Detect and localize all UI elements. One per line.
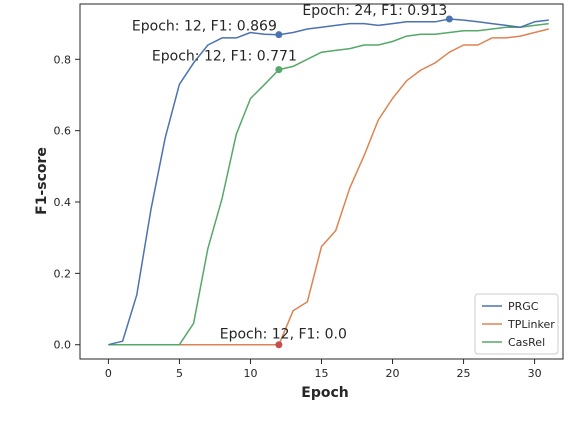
legend: PRGC TPLinker CasRel bbox=[474, 293, 559, 355]
x-axis: 0 5 10 15 20 25 30 bbox=[105, 359, 542, 380]
series-line-casrel bbox=[108, 22, 549, 346]
legend-label: PRGC bbox=[508, 300, 539, 313]
y-axis: 0.0 0.2 0.4 0.6 0.8 bbox=[54, 53, 80, 352]
annotation-label: Epoch: 12, F1: 0.771 bbox=[152, 49, 297, 65]
x-tick-label: 30 bbox=[528, 367, 542, 380]
x-tick-label: 5 bbox=[176, 367, 183, 380]
series-lines bbox=[108, 18, 549, 346]
annotation-label: Epoch: 24, F1: 0.913 bbox=[302, 3, 447, 19]
x-tick-label: 25 bbox=[457, 367, 471, 380]
annotation-markers bbox=[275, 15, 453, 349]
y-axis-title: F1-score bbox=[34, 147, 50, 215]
y-tick-label: 0.8 bbox=[54, 53, 72, 66]
annotations: Epoch: 12, F1: 0.869 Epoch: 24, F1: 0.913… bbox=[132, 3, 447, 343]
y-tick-label: 0.0 bbox=[54, 339, 72, 352]
annotation-label: Epoch: 12, F1: 0.869 bbox=[132, 19, 277, 35]
x-tick-label: 20 bbox=[386, 367, 400, 380]
series-line-tplinker bbox=[108, 28, 549, 346]
y-tick-label: 0.2 bbox=[54, 267, 72, 280]
series-line-prgc bbox=[108, 18, 549, 346]
annotation-marker bbox=[445, 15, 453, 23]
legend-label: TPLinker bbox=[507, 318, 555, 331]
annotation-marker bbox=[275, 341, 283, 349]
annotation-marker bbox=[275, 31, 283, 39]
x-axis-title: Epoch bbox=[301, 385, 348, 401]
x-tick-label: 15 bbox=[315, 367, 329, 380]
y-tick-label: 0.6 bbox=[54, 125, 72, 138]
y-tick-label: 0.4 bbox=[54, 196, 72, 209]
legend-box bbox=[474, 293, 559, 355]
annotation-marker bbox=[275, 66, 283, 74]
legend-label: CasRel bbox=[508, 336, 545, 349]
annotation-label: Epoch: 12, F1: 0.0 bbox=[220, 327, 347, 343]
x-tick-label: 0 bbox=[105, 367, 112, 380]
x-tick-label: 10 bbox=[243, 367, 257, 380]
